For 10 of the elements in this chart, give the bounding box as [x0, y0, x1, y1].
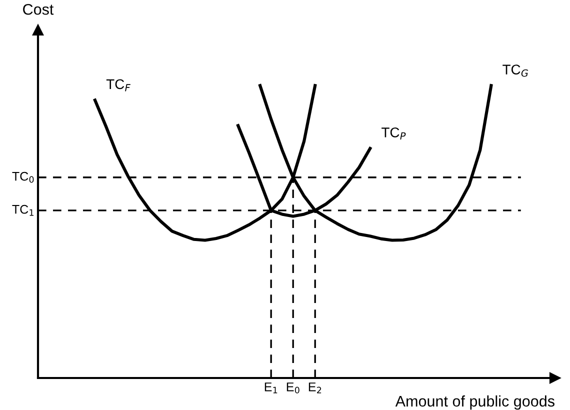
- series-label: TC$_{F}$: [106, 79, 130, 92]
- text: Cost: [23, 4, 54, 15]
- x-tick-label: E$_{0}$: [286, 382, 300, 394]
- ref-line-label: TC$_{1}$: [12, 204, 34, 216]
- series-label: TC$_{P}$: [382, 128, 406, 140]
- ref-line-label: TC$_{0}$: [12, 172, 34, 183]
- x-tick-label: E$_{2}$: [308, 382, 322, 394]
- series-label: TC$_{G}$: [502, 64, 528, 77]
- x-axis-title: Amount of public goods: [395, 395, 554, 410]
- x-tick-label: E$_{1}$: [264, 382, 278, 394]
